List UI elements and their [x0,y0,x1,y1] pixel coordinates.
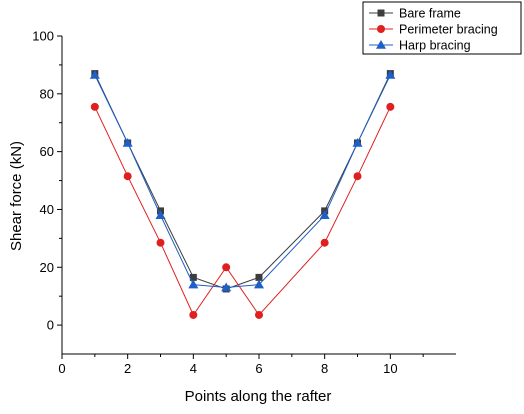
y-tick-label: 100 [32,29,54,44]
data-point [189,310,198,319]
series-bare-frame [91,70,394,293]
data-point [156,238,165,247]
series-line [94,73,391,290]
x-tick-label: 2 [124,361,131,376]
data-point [155,210,166,219]
y-axis-label: Shear force (kN) [8,141,25,251]
x-tick-label: 4 [190,361,197,376]
series-line [94,74,391,289]
legend-marker [376,40,386,49]
data-point [255,273,263,281]
x-tick-label: 8 [321,361,328,376]
series-layer [89,70,396,319]
y-tick-label: 80 [40,86,54,101]
data-point [221,282,232,292]
data-point [352,137,363,147]
y-tick-label: 60 [40,144,54,159]
legend-label: Harp bracing [399,39,471,53]
data-point [319,210,330,219]
y-tick-label: 40 [40,202,54,217]
data-point [353,172,362,181]
data-point [189,273,197,281]
legend-label: Bare frame [399,7,461,21]
y-tick-label: 0 [47,318,54,333]
data-point [89,70,100,79]
legend: Bare frame Perimeter bracing Harp bracing [362,1,522,55]
data-point [123,172,132,181]
x-tick-label: 6 [255,361,262,376]
data-point [188,279,199,289]
legend-marker [377,25,385,33]
x-tick-label: 10 [383,361,397,376]
data-point [254,279,264,289]
data-point [385,70,396,79]
axes [61,36,456,355]
series-line [94,106,391,316]
x-axis-label: Points along the rafter [185,388,332,405]
x-tick-label: 0 [58,361,65,376]
data-point [320,238,329,247]
series-harp-bracing [89,70,396,292]
legend-label: Perimeter bracing [399,23,498,37]
data-point [222,263,231,272]
data-point [122,137,133,147]
y-tick-label: 20 [40,260,54,275]
data-point [255,310,263,319]
legend-marker [377,9,385,17]
data-point [90,102,99,111]
series-perimeter-bracing [90,102,395,319]
data-point [386,102,395,111]
